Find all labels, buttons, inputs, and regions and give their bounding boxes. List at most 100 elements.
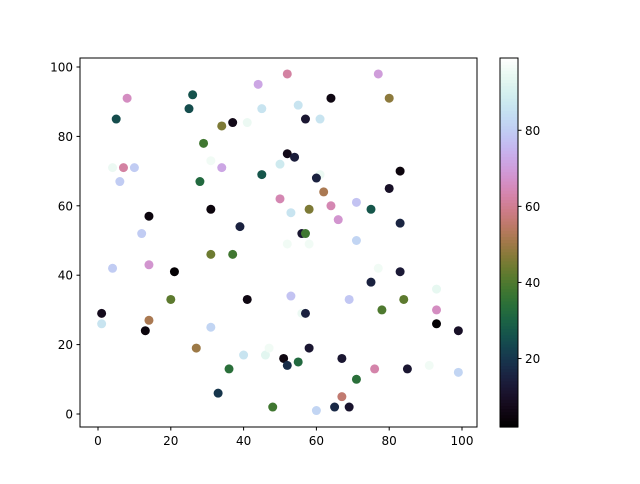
colorbar-segment <box>500 79 518 84</box>
scatter-point <box>395 267 405 277</box>
colorbar-segment <box>500 242 518 247</box>
colorbar-segment <box>500 260 518 265</box>
colorbar-segment <box>500 353 518 357</box>
colorbar-segment <box>500 101 518 105</box>
colorbar-segment <box>500 368 518 373</box>
scatter-point <box>304 343 314 353</box>
colorbar-segment <box>500 202 518 207</box>
scatter-point <box>351 374 361 384</box>
colorbar-segment <box>500 322 518 327</box>
colorbar-segment <box>500 122 518 127</box>
colorbar-segment <box>500 190 518 194</box>
colorbar-segment <box>500 371 518 376</box>
colorbar-segment <box>500 343 518 348</box>
scatter-point <box>399 294 409 304</box>
colorbar-segment <box>500 316 518 320</box>
colorbar-tick-label: 60 <box>525 200 540 214</box>
colorbar-segment <box>500 184 518 188</box>
y-tick-label: 100 <box>50 61 73 75</box>
colorbar-segment <box>500 199 518 204</box>
scatter-point <box>337 353 347 363</box>
colorbar-segment <box>500 187 518 191</box>
scatter-point <box>330 402 340 412</box>
colorbar-segment <box>500 97 518 102</box>
colorbar-segment <box>500 248 518 253</box>
x-tick-label: 60 <box>309 434 324 448</box>
scatter-point <box>293 100 303 110</box>
scatter-point <box>300 308 310 318</box>
scatter-point <box>206 322 216 332</box>
scatter-point <box>217 121 227 131</box>
colorbar-segment <box>500 174 518 179</box>
colorbar-segment <box>500 70 518 74</box>
scatter-point <box>395 218 405 228</box>
colorbar-segment <box>500 224 518 228</box>
colorbar-segment <box>500 350 518 354</box>
colorbar-segment <box>500 67 518 71</box>
scatter-point <box>300 229 310 239</box>
colorbar-segment <box>500 233 518 237</box>
colorbar-segment <box>500 196 518 201</box>
scatter-point <box>384 183 394 193</box>
scatter-point <box>366 277 376 287</box>
scatter-point <box>166 294 176 304</box>
colorbar-segment <box>500 276 518 280</box>
scatter-point <box>268 402 278 412</box>
scatter-point <box>351 197 361 207</box>
colorbar-segment <box>500 94 518 99</box>
colorbar-segment <box>500 420 518 425</box>
colorbar-segment <box>500 313 518 317</box>
scatter-point <box>373 263 383 273</box>
colorbar-segment <box>500 356 518 360</box>
scatter-point <box>326 201 336 211</box>
colorbar-segment <box>500 270 518 274</box>
colorbar-segment <box>500 300 518 305</box>
colorbar-segment <box>500 279 518 284</box>
colorbar-segment <box>500 417 518 422</box>
scatter-point <box>311 406 321 416</box>
colorbar-segment <box>500 257 518 262</box>
colorbar-segment <box>500 110 518 114</box>
colorbar-segment <box>500 402 518 407</box>
y-tick-label: 0 <box>65 408 73 422</box>
scatter-point <box>344 294 354 304</box>
colorbar-segment <box>500 254 518 259</box>
colorbar-tick-label: 40 <box>525 276 540 290</box>
colorbar-segment <box>500 405 518 410</box>
scatter-point <box>282 69 292 79</box>
scatter-point <box>275 194 285 204</box>
scatter-point <box>115 177 125 187</box>
colorbar-segment <box>500 291 518 296</box>
scatter-point <box>290 152 300 162</box>
scatter-point <box>144 260 154 270</box>
colorbar-segment <box>500 374 518 379</box>
colorbar-segment <box>500 128 518 133</box>
colorbar-segment <box>500 220 518 225</box>
scatter-point <box>282 239 292 249</box>
colorbar-segment <box>500 168 518 173</box>
colorbar-segment <box>500 153 518 157</box>
x-tick-label: 80 <box>382 434 397 448</box>
scatter-point <box>108 263 118 273</box>
colorbar-tick-label: 80 <box>525 124 540 138</box>
colorbar-segment <box>500 119 518 124</box>
colorbar-segment <box>500 288 518 293</box>
y-tick-label: 40 <box>58 269 73 283</box>
scatter-point <box>228 249 238 259</box>
scatter-point <box>217 163 227 173</box>
colorbar-segment <box>500 230 518 234</box>
scatter-point <box>293 357 303 367</box>
colorbar-segment <box>500 208 518 213</box>
colorbar-segment <box>500 396 518 400</box>
colorbar-segment <box>500 58 518 62</box>
colorbar-segment <box>500 282 518 287</box>
scatter-point <box>282 149 292 159</box>
colorbar-segment <box>500 141 518 145</box>
colorbar-segment <box>500 340 518 345</box>
colorbar-segment <box>500 310 518 314</box>
colorbar-segment <box>500 390 518 394</box>
scatter-point <box>373 69 383 79</box>
x-tick-label: 20 <box>163 434 178 448</box>
scatter-point <box>140 326 150 336</box>
